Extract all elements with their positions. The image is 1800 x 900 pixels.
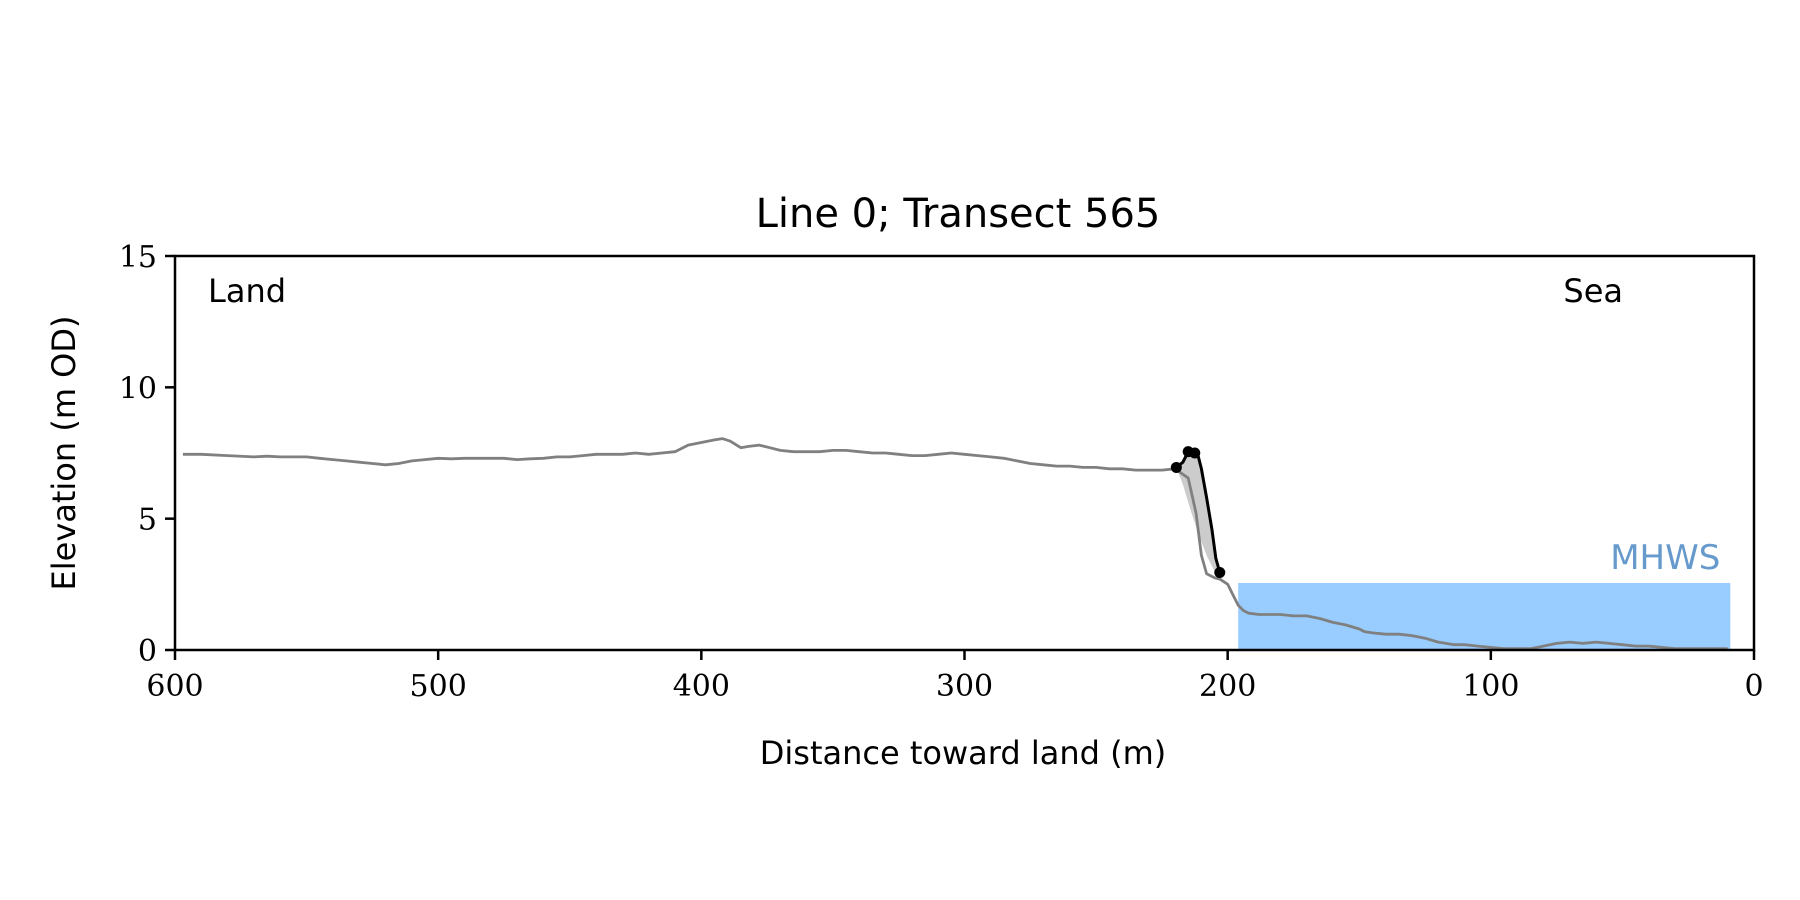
- y-tick-label: 0: [138, 634, 157, 669]
- y-tick-label: 10: [119, 371, 157, 406]
- x-axis: 600 500 400 300 200 100 0: [146, 650, 1764, 704]
- cliff-fill: [1176, 450, 1220, 573]
- x-tick-label: 200: [1199, 669, 1256, 704]
- cliff-point: [1214, 567, 1226, 579]
- x-tick-label: 400: [673, 669, 730, 704]
- land-label: Land: [208, 272, 286, 310]
- x-tick-label: 500: [410, 669, 467, 704]
- mhws-label: MHWS: [1610, 538, 1720, 578]
- x-axis-label: Distance toward land (m): [760, 734, 1166, 772]
- plot-area: MHWS Land Sea: [182, 272, 1731, 651]
- x-tick-label: 600: [146, 669, 203, 704]
- x-tick-label: 100: [1462, 669, 1519, 704]
- cliff-point: [1189, 447, 1201, 459]
- chart-title: Line 0; Transect 565: [756, 191, 1161, 237]
- cliff-points: [1170, 446, 1226, 579]
- y-axis: 0 5 10 15: [119, 240, 175, 669]
- sea-label: Sea: [1563, 272, 1623, 310]
- cliff-line: [1175, 448, 1222, 573]
- mhws-band: [1238, 583, 1731, 650]
- y-tick-label: 5: [138, 503, 157, 538]
- x-tick-label: 300: [936, 669, 993, 704]
- x-tick-label: 0: [1744, 669, 1763, 704]
- elevation-profile-line: [182, 437, 1728, 651]
- y-tick-label: 15: [119, 240, 157, 275]
- y-axis-label: Elevation (m OD): [45, 316, 83, 591]
- cliff-point: [1170, 461, 1182, 473]
